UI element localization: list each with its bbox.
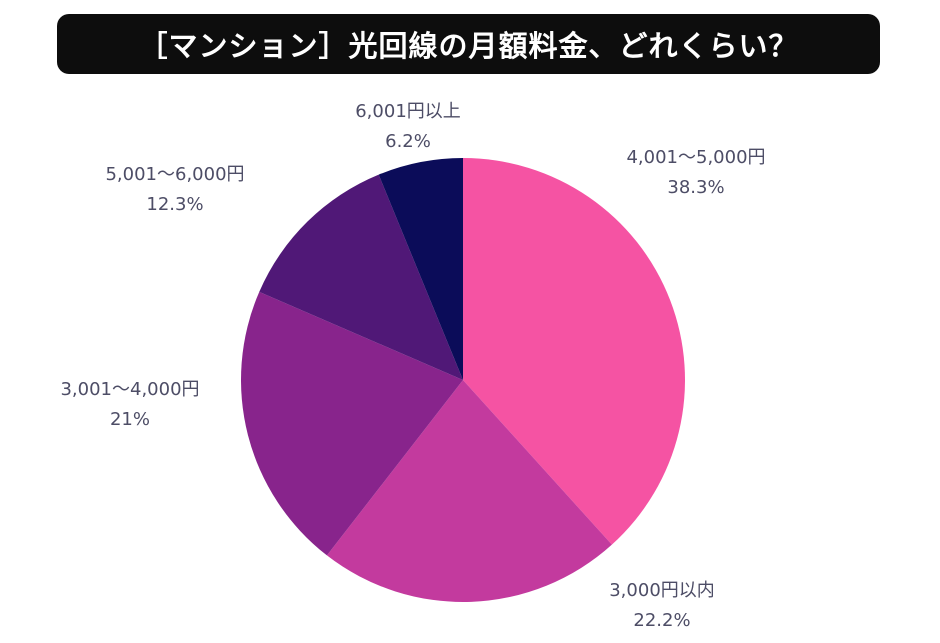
title-bar: ［マンション］光回線の月額料金、どれくらい？	[57, 14, 880, 74]
slice-label-4: 5,001〜6,000円	[105, 164, 244, 185]
slice-value-label-4: 12.3%	[146, 194, 203, 215]
slice-label-2: 3,000円以内	[609, 580, 715, 601]
slice-value-label-5: 6.2%	[385, 131, 431, 152]
slice-value-label-1: 38.3%	[667, 177, 724, 198]
pie-slice-1	[463, 158, 686, 545]
chart-title: ［マンション］光回線の月額料金、どれくらい？	[138, 29, 799, 63]
pie-slice-5	[378, 158, 463, 380]
slice-label-3: 3,001〜4,000円	[60, 379, 199, 400]
slice-label-1: 4,001〜5,000円	[626, 147, 765, 168]
slice-value-label-2: 22.2%	[633, 610, 690, 631]
pie-slice-3	[241, 291, 463, 556]
slice-value-label-3: 21%	[110, 409, 150, 430]
pie-slice-2	[326, 380, 612, 603]
slice-label-5: 6,001円以上	[355, 101, 461, 122]
pie-slice-4	[259, 174, 463, 380]
